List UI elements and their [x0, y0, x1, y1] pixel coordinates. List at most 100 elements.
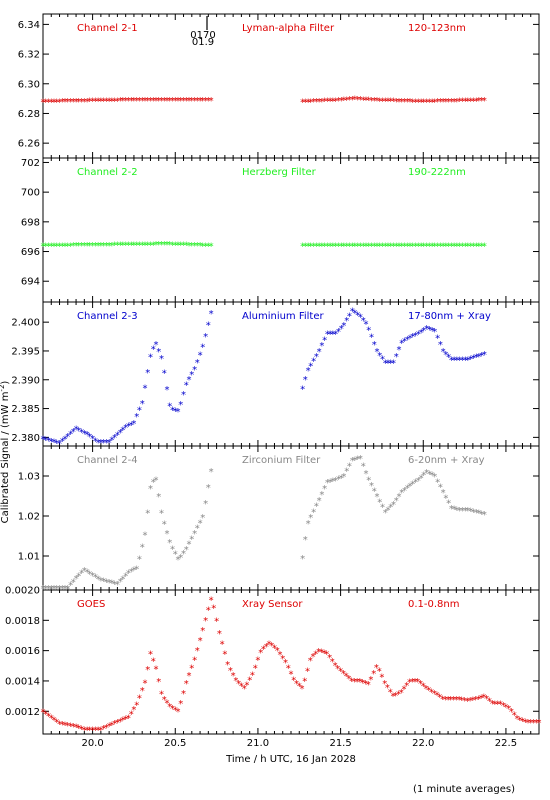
data-point: *: [355, 311, 360, 322]
data-point: *: [512, 711, 517, 722]
data-point: *: [355, 95, 360, 106]
data-point: *: [446, 695, 451, 706]
data-point: *: [432, 472, 437, 483]
data-point: *: [479, 509, 484, 520]
data-point: *: [187, 375, 192, 386]
data-point: *: [460, 242, 465, 253]
data-point: *: [239, 682, 244, 693]
data-point: *: [372, 486, 377, 497]
y-tick-label: 0.0020: [5, 586, 40, 597]
data-point: *: [441, 97, 446, 108]
data-point: *: [137, 96, 142, 107]
data-point: *: [322, 484, 327, 495]
data-point: *: [471, 96, 476, 107]
data-point: *: [165, 385, 170, 396]
data-point: *: [410, 479, 415, 490]
data-point: *: [364, 320, 369, 331]
event-annotation-1: 0170: [190, 30, 215, 41]
data-point: *: [402, 242, 407, 253]
data-point: *: [402, 685, 407, 696]
data-point: *: [380, 96, 385, 107]
data-point: *: [386, 505, 391, 516]
data-point: *: [87, 241, 92, 252]
data-point: *: [104, 723, 109, 734]
data-point: *: [352, 242, 357, 253]
data-point: *: [206, 321, 211, 332]
data-point: *: [211, 604, 216, 615]
data-point: *: [131, 96, 136, 107]
data-point: *: [375, 492, 380, 503]
data-point: *: [328, 477, 333, 488]
data-point: *: [377, 667, 382, 678]
data-point: *: [314, 502, 319, 513]
data-point: *: [181, 549, 186, 560]
data-point: *: [126, 569, 131, 580]
data-point: *: [93, 241, 98, 252]
data-point: *: [214, 616, 219, 627]
y-tick-label: 2.385: [11, 404, 40, 415]
data-point: *: [487, 697, 492, 708]
data-point: *: [203, 332, 208, 343]
data-point: *: [396, 689, 401, 700]
series-markers: ****************************************…: [41, 454, 487, 595]
data-point: *: [52, 242, 57, 253]
data-point: *: [473, 695, 478, 706]
data-point: *: [364, 242, 369, 253]
data-point: *: [350, 242, 355, 253]
data-point: *: [200, 513, 205, 524]
y-tick-label: 698: [21, 217, 40, 228]
data-point: *: [418, 679, 423, 690]
data-point: *: [109, 720, 114, 731]
data-point: *: [410, 242, 415, 253]
data-point: *: [104, 577, 109, 588]
data-point: *: [93, 97, 98, 108]
data-point: *: [82, 566, 87, 577]
data-point: *: [300, 242, 305, 253]
data-point: *: [308, 361, 313, 372]
label-channel: Channel 2-1: [77, 23, 138, 34]
x-tick-label: 22.0: [412, 738, 434, 749]
y-tick-label: 6.26: [18, 139, 40, 150]
data-point: *: [154, 340, 159, 351]
data-point: *: [311, 357, 316, 368]
y-tick-label: 2.400: [11, 318, 40, 329]
data-point: *: [430, 242, 435, 253]
data-point: *: [187, 671, 192, 682]
data-point: *: [71, 577, 76, 588]
label-band: 120-123nm: [408, 23, 466, 34]
label-filter: Xray Sensor: [242, 599, 303, 610]
data-point: *: [154, 475, 159, 486]
data-point: *: [74, 574, 79, 585]
data-point: *: [79, 569, 84, 580]
data-point: *: [413, 478, 418, 489]
data-point: *: [85, 726, 90, 737]
data-point: *: [49, 437, 54, 448]
data-point: *: [300, 98, 305, 109]
data-point: *: [112, 579, 117, 590]
data-point: *: [123, 715, 128, 726]
data-point: *: [278, 650, 283, 661]
data-point: *: [341, 321, 346, 332]
data-point: *: [82, 97, 87, 108]
data-point: *: [388, 359, 393, 370]
data-point: *: [302, 676, 307, 687]
data-point: *: [143, 679, 148, 690]
data-point: *: [68, 581, 73, 592]
data-point: *: [429, 687, 434, 698]
data-point: *: [498, 700, 503, 711]
data-point: *: [490, 699, 495, 710]
data-point: *: [118, 241, 123, 252]
data-point: *: [200, 626, 205, 637]
data-point: *: [311, 242, 316, 253]
data-point: *: [209, 309, 214, 320]
label-filter: Zirconium Filter: [242, 455, 321, 466]
data-point: *: [159, 354, 164, 365]
data-point: *: [173, 705, 178, 716]
y-tick-label: 2.395: [11, 346, 40, 357]
data-point: *: [63, 97, 68, 108]
data-point: *: [391, 500, 396, 511]
data-point: *: [325, 330, 330, 341]
data-point: *: [176, 707, 181, 718]
data-point: *: [217, 629, 222, 640]
data-point: *: [520, 717, 525, 728]
